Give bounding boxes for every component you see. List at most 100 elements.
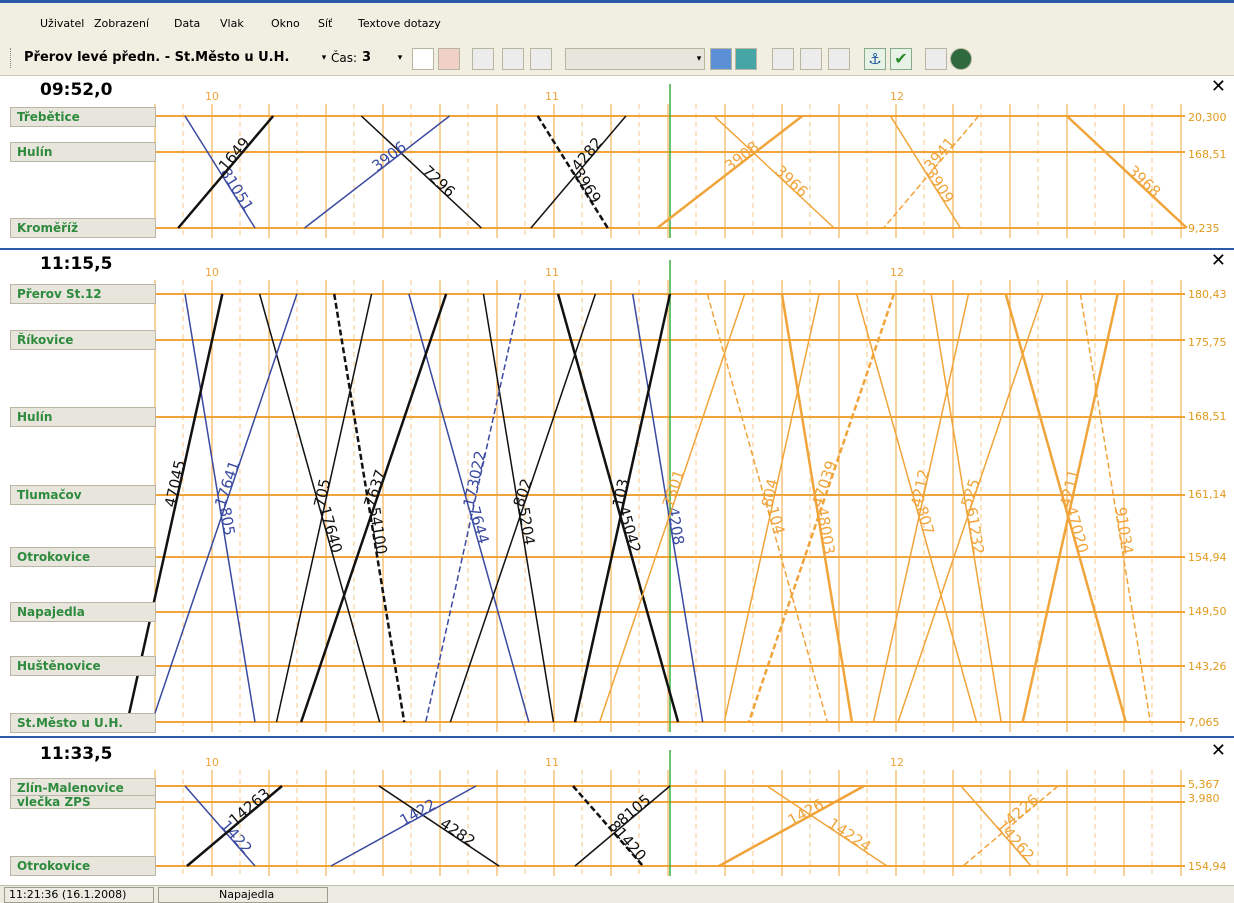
route-select[interactable]: Přerov levé předn. - St.Město u U.H. xyxy=(24,48,314,68)
train-list-icon[interactable] xyxy=(530,48,552,70)
panel-time: 09:52,0 xyxy=(40,80,112,100)
hour-label: 11 xyxy=(545,756,559,769)
hour-label: 10 xyxy=(205,756,219,769)
map-pru-icon[interactable] xyxy=(735,48,757,70)
menu-okno[interactable]: Okno xyxy=(271,17,300,30)
station-label[interactable]: Otrokovice xyxy=(10,856,156,876)
time-label: Čas: xyxy=(331,48,357,68)
station-label[interactable]: Huštěnovice xyxy=(10,656,156,676)
close-icon[interactable]: ✕ xyxy=(1211,76,1226,97)
train-number-label: 3906 xyxy=(368,138,409,176)
train-number-label: 17640 xyxy=(316,504,346,555)
station-label[interactable]: Tlumačov xyxy=(10,485,156,505)
station-label[interactable]: Třebětice xyxy=(10,107,156,127)
station-plan-icon[interactable] xyxy=(412,48,434,70)
train-number-label: 4208 xyxy=(664,506,688,547)
train-number-label: 3968 xyxy=(1124,162,1164,201)
menu-textove-dotazy[interactable]: Textove dotazy xyxy=(358,17,441,30)
train-number-label: 14224 xyxy=(825,814,875,855)
hour-label: 12 xyxy=(890,756,904,769)
train-number-label: 3966 xyxy=(771,162,811,201)
hour-label: 10 xyxy=(205,266,219,279)
train-number-label: 48003 xyxy=(813,506,838,556)
km-label: 168,51 xyxy=(1188,148,1227,161)
train-graph-2[interactable]: 10 11 128054704517640176415410070576447637… xyxy=(0,250,1234,740)
km-label: 3,980 xyxy=(1188,792,1220,805)
train-number-label: 4282 xyxy=(437,814,479,850)
km-label: 143,26 xyxy=(1188,660,1227,673)
train-number-label: 4211 xyxy=(1057,468,1083,509)
train-graph-1[interactable]: 10 11 128105116497296390639694282396639083… xyxy=(0,76,1234,246)
status-station: Napajedla xyxy=(158,887,328,903)
menu-uzivatel[interactable]: Uživatel xyxy=(40,17,84,30)
graph-panel-2: 10 11 12 805 47045 17640 17641 54100 705 7644 7637… xyxy=(0,248,1234,738)
km-label: 5,367 xyxy=(1188,778,1220,791)
km-label: 168,51 xyxy=(1188,410,1227,423)
check-icon[interactable]: ✔ xyxy=(890,48,912,70)
train-number-label: 5204 xyxy=(515,506,539,547)
export-icon[interactable] xyxy=(925,48,947,70)
km-label: 154,94 xyxy=(1188,860,1227,873)
km-label: 7,065 xyxy=(1188,716,1220,729)
toolbar-grip[interactable] xyxy=(10,48,13,68)
time-select[interactable]: 3 xyxy=(362,48,392,68)
menu-zobrazeni[interactable]: Zobrazení xyxy=(94,17,149,30)
graph-panel-3: 10 11 12 1422 14263 4282 1422 81420 8105 14224 142… xyxy=(0,740,1234,885)
train-table-icon[interactable] xyxy=(502,48,524,70)
train-number-label: 1426 xyxy=(785,795,827,829)
station-label[interactable]: vlečka ZPS xyxy=(10,795,156,809)
km-label: 175,75 xyxy=(1188,336,1227,349)
station-label[interactable]: Přerov St.12 xyxy=(10,284,156,304)
train-number-label: 54100 xyxy=(365,506,390,556)
hour-label: 10 xyxy=(205,90,219,103)
clock-icon[interactable] xyxy=(472,48,494,70)
train-number-label: 3969 xyxy=(569,165,605,207)
km-label: 20,300 xyxy=(1188,111,1227,124)
track-tool-icon[interactable] xyxy=(800,48,822,70)
train-number-label: 91034 xyxy=(1111,506,1136,556)
chevron-down-icon[interactable]: ▾ xyxy=(318,48,330,68)
km-label: 9,235 xyxy=(1188,222,1220,235)
train-number-label: 81051 xyxy=(217,165,258,215)
track-tool-icon[interactable] xyxy=(772,48,794,70)
menu-sit[interactable]: Síť xyxy=(318,17,332,30)
panel-time: 11:15,5 xyxy=(40,254,112,274)
menu-data[interactable]: Data xyxy=(174,17,200,30)
km-label: 161,14 xyxy=(1188,488,1227,501)
close-icon[interactable]: ✕ xyxy=(1211,250,1226,271)
station-label[interactable]: Hulín xyxy=(10,142,156,162)
train-number-label: 7296 xyxy=(419,162,459,201)
train-number-label: 4212 xyxy=(907,468,933,509)
train-graph-3[interactable]: 10 11 121422142634282142281420810514224142… xyxy=(0,740,1234,885)
train-number-label: 3909 xyxy=(922,165,958,207)
hour-label: 12 xyxy=(890,90,904,103)
station-label[interactable]: Hulín xyxy=(10,407,156,427)
train-number-label: 3908 xyxy=(721,138,762,176)
globe-icon[interactable] xyxy=(950,48,972,70)
station-label[interactable]: Otrokovice xyxy=(10,547,156,567)
train-number-label: 173022 xyxy=(460,449,490,509)
train-number-label: 61232 xyxy=(962,506,987,556)
chevron-down-icon[interactable]: ▾ xyxy=(394,48,406,68)
map-train-icon[interactable] xyxy=(710,48,732,70)
station-label[interactable]: St.Město u U.H. xyxy=(10,713,156,733)
status-time: 11:21:36 (16.1.2008) xyxy=(4,887,154,903)
toolbar: Přerov levé předn. - St.Město u U.H. ▾ Č… xyxy=(0,40,1234,76)
train-filter-dropdown[interactable] xyxy=(565,48,705,70)
chevron-down-icon[interactable]: ▾ xyxy=(693,48,705,70)
station-label[interactable]: Kroměříž xyxy=(10,218,156,238)
station-label[interactable]: Napajedla xyxy=(10,602,156,622)
train-number-label: 1422 xyxy=(397,795,439,829)
menu-bar: Uživatel Zobrazení Data Vlak Okno Síť Te… xyxy=(0,0,1234,40)
status-bar: 11:21:36 (16.1.2008) Napajedla xyxy=(0,885,1234,903)
anchor-icon[interactable]: ⚓ xyxy=(864,48,886,70)
graph-panel-1: 10 11 12 81051 1649 7296 3906 3969 4282 3966 3908 3… xyxy=(0,76,1234,246)
track-tool-icon[interactable] xyxy=(828,48,850,70)
station-label[interactable]: Říkovice xyxy=(10,330,156,350)
train-number-label: 7301 xyxy=(659,467,688,509)
km-label: 149,50 xyxy=(1188,605,1227,618)
close-icon[interactable]: ✕ xyxy=(1211,740,1226,761)
hour-label: 11 xyxy=(545,90,559,103)
station-table-icon[interactable] xyxy=(438,48,460,70)
menu-vlak[interactable]: Vlak xyxy=(220,17,244,30)
